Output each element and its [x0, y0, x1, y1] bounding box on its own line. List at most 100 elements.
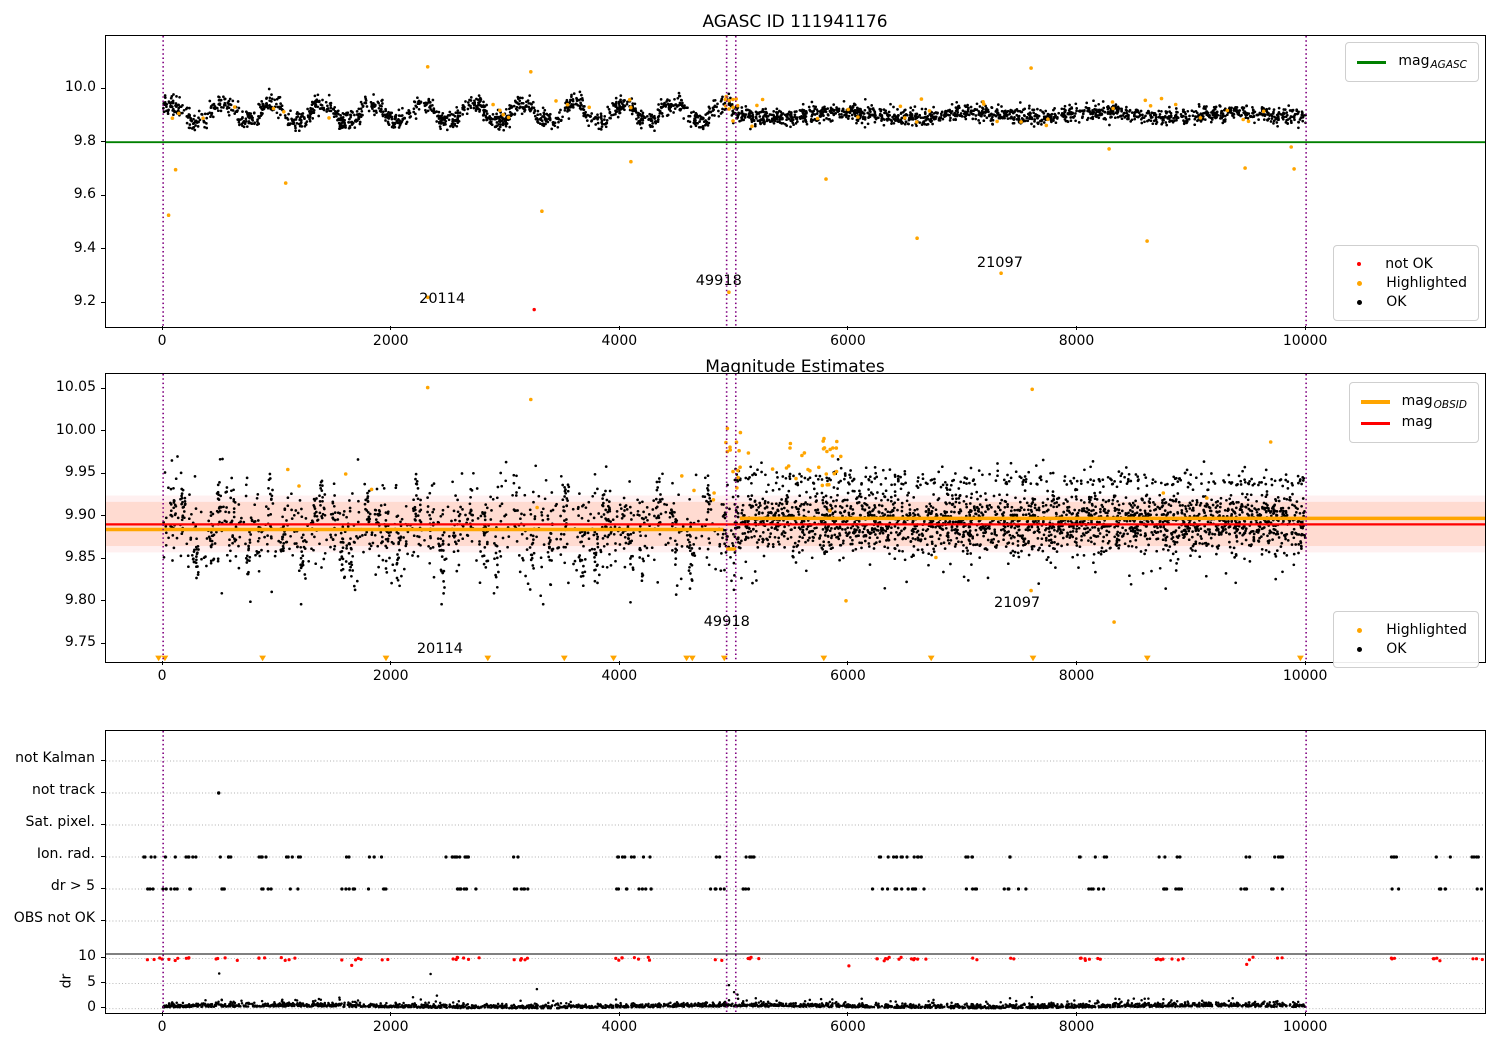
legend-mag-agasc: magAGASC	[1345, 42, 1479, 82]
flag-points	[146, 887, 1484, 891]
chart1-title: AGASC ID 111941176	[702, 12, 888, 32]
y-tick	[101, 301, 105, 303]
orange-dot-swatch	[1357, 627, 1363, 633]
dr-clipped-points	[145, 955, 1484, 968]
ok-points	[162, 455, 1307, 606]
x-tick	[618, 1012, 620, 1016]
y-tick	[101, 759, 105, 761]
flag-row-label: dr > 5	[50, 878, 95, 894]
x-tick	[390, 1012, 392, 1016]
highlighted-points	[166, 65, 1296, 300]
x-tick-label: 10000	[1282, 333, 1328, 349]
y-tick	[101, 194, 105, 196]
x-tick	[847, 661, 849, 665]
y-tick-label: 10.05	[55, 379, 96, 396]
red-line-swatch	[1360, 421, 1390, 425]
y-tick	[101, 472, 105, 474]
chart2-title: Magnitude Estimates	[705, 357, 885, 377]
x-tick	[1076, 326, 1078, 330]
x-tick	[161, 661, 163, 665]
obsid-annotation: 21097	[994, 594, 1041, 611]
legend-mag-lines: magOBSID mag	[1348, 382, 1479, 443]
x-tick	[618, 661, 620, 665]
y-tick	[101, 387, 105, 389]
y-tick-label: 9.75	[64, 634, 96, 651]
y-tick	[101, 642, 105, 644]
legend-label: OK	[1386, 641, 1407, 657]
x-tick-label: 2000	[372, 668, 409, 684]
x-tick	[618, 326, 620, 330]
legend-item: OK	[1345, 641, 1467, 657]
y-tick	[101, 248, 105, 250]
x-tick-label: 2000	[372, 333, 409, 349]
x-tick-label: 4000	[601, 668, 638, 684]
x-tick-label: 0	[157, 1019, 167, 1035]
obsid-annotation: 20114	[416, 640, 463, 657]
x-tick-label: 4000	[601, 333, 638, 349]
obsid-annotation: 20114	[419, 291, 466, 308]
x-tick-label: 0	[157, 668, 167, 684]
y-tick-label: 9.8	[73, 132, 96, 149]
y-tick	[101, 982, 105, 984]
y-tick-label: 9.85	[64, 549, 96, 566]
clipped-low-triangles	[155, 655, 1304, 662]
legend-item: OK	[1345, 294, 1467, 310]
y-tick	[101, 141, 105, 143]
x-tick-label: 8000	[1058, 668, 1095, 684]
y-tick-label: 9.95	[64, 464, 96, 481]
x-tick-label: 6000	[830, 1019, 866, 1035]
x-tick-label: 6000	[830, 668, 866, 684]
flags-dr-plot	[105, 730, 1486, 1014]
x-tick	[390, 661, 392, 665]
orange-dot-swatch	[1357, 280, 1363, 286]
legend-item: mag	[1360, 414, 1467, 432]
x-tick	[390, 326, 392, 330]
flag-row-label: Ion. rad.	[36, 846, 95, 862]
flag-row-label: not track	[31, 782, 95, 798]
x-tick	[1304, 1012, 1306, 1016]
x-tick	[161, 1012, 163, 1016]
legend-item: magOBSID	[1360, 393, 1467, 411]
legend-label: not OK	[1385, 256, 1433, 272]
not-track-point	[217, 791, 221, 795]
x-tick-label: 10000	[1282, 668, 1328, 684]
legend-item: Highlighted	[1345, 275, 1467, 291]
x-tick	[847, 1012, 849, 1016]
x-tick-label: 10000	[1282, 1019, 1328, 1035]
y-tick-label: 10.00	[55, 421, 96, 438]
dr-axis-label: dr	[58, 973, 75, 988]
legend-label: Highlighted	[1386, 622, 1467, 638]
x-tick	[1304, 661, 1306, 665]
magnitude-estimates-plot	[105, 373, 1486, 663]
y-tick-label: 9.6	[73, 186, 96, 203]
y-tick-label: 10.0	[64, 79, 96, 96]
x-tick	[847, 326, 849, 330]
red-dot-swatch	[1357, 262, 1362, 266]
obsid-annotation: 21097	[976, 255, 1023, 272]
legend-point-status-mid: Highlighted OK	[1333, 611, 1479, 668]
legend-item: not OK	[1345, 256, 1467, 272]
y-tick-label: 9.2	[73, 293, 96, 310]
y-tick	[101, 557, 105, 559]
black-dot-swatch	[1357, 646, 1363, 652]
legend-label: magAGASC	[1398, 53, 1467, 71]
y-tick-label: 9.90	[64, 506, 96, 523]
x-tick-label: 8000	[1058, 1019, 1095, 1035]
orange-line-swatch	[1360, 400, 1390, 404]
dr-trace-points	[161, 972, 1307, 1010]
black-dot-swatch	[1357, 299, 1363, 305]
ok-points	[162, 87, 1307, 133]
x-tick-label: 6000	[830, 333, 866, 349]
dr-tick-label: 10	[78, 948, 96, 965]
not-ok-points	[532, 307, 536, 312]
flag-points	[142, 855, 1480, 859]
green-line-swatch	[1357, 60, 1387, 64]
x-tick	[1304, 326, 1306, 330]
y-tick	[101, 515, 105, 517]
y-tick-label: 9.4	[73, 239, 96, 256]
y-tick	[101, 791, 105, 793]
legend-item: magAGASC	[1357, 53, 1467, 71]
flag-row-label: not Kalman	[15, 750, 95, 766]
y-tick	[101, 430, 105, 432]
